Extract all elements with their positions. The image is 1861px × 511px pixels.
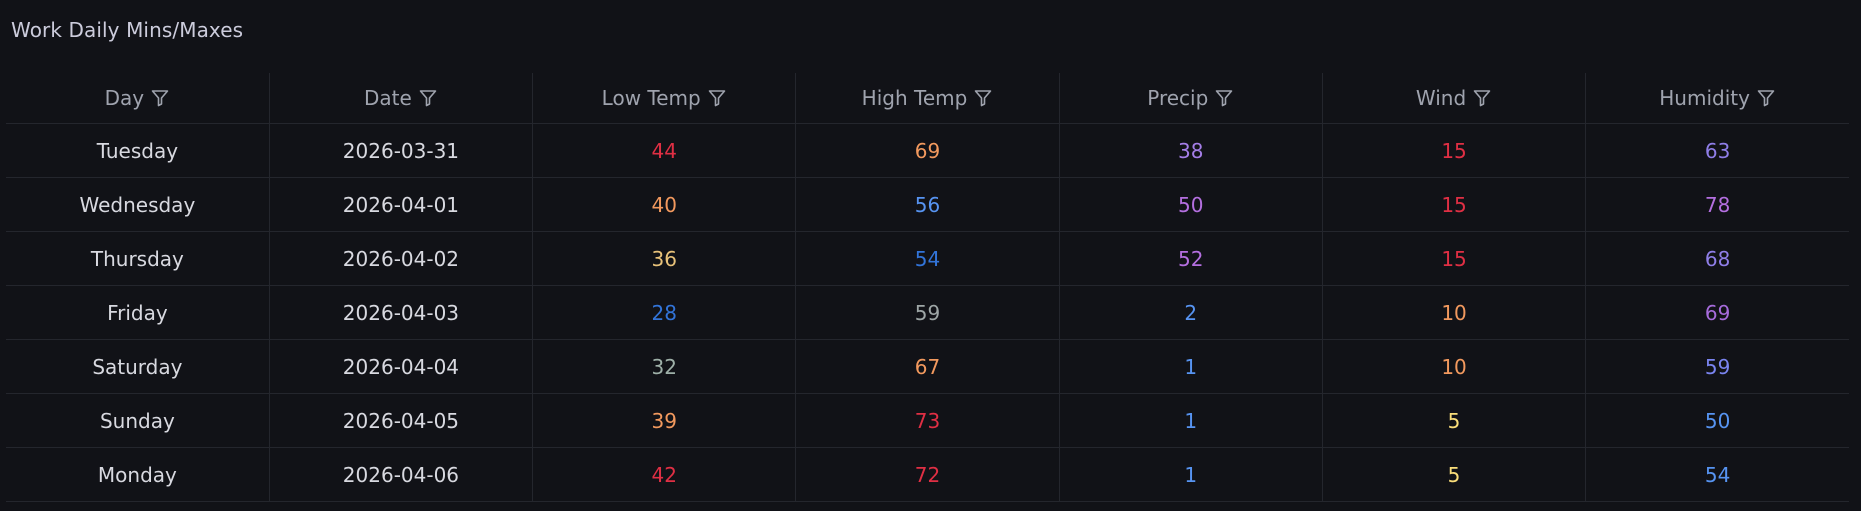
filter-icon[interactable] (973, 88, 993, 108)
cell-date: 2026-04-05 (269, 393, 534, 448)
cell-date: 2026-04-06 (269, 447, 534, 502)
cell-high-temp: 69 (795, 123, 1060, 178)
column-header-label: Wind (1415, 86, 1467, 110)
panel-title: Work Daily Mins/Maxes (11, 18, 244, 42)
table-row: Sunday 2026-04-05 39 73 1 5 50 (6, 393, 1849, 448)
cell-high-temp: 73 (795, 393, 1060, 448)
cell-wind: 15 (1322, 231, 1587, 286)
cell-day: Thursday (6, 231, 270, 286)
cell-day: Sunday (6, 393, 270, 448)
cell-humidity: 63 (1585, 123, 1849, 178)
column-header-label: Date (364, 86, 412, 110)
cell-wind: 15 (1322, 123, 1587, 178)
column-header-label: Day (104, 86, 145, 110)
cell-day: Friday (6, 285, 270, 340)
cell-high-temp: 54 (795, 231, 1060, 286)
cell-high-temp: 56 (795, 177, 1060, 232)
cell-precip: 52 (1059, 231, 1323, 286)
cell-high-temp: 72 (795, 447, 1060, 502)
cell-wind: 15 (1322, 177, 1587, 232)
cell-high-temp: 59 (795, 285, 1060, 340)
filter-icon[interactable] (1214, 88, 1234, 108)
cell-low-temp: 44 (532, 123, 797, 178)
column-header-label: Humidity (1659, 86, 1750, 110)
filter-icon[interactable] (1756, 88, 1776, 108)
column-header-low-temp[interactable]: Low Temp (532, 73, 797, 124)
cell-date: 2026-04-03 (269, 285, 534, 340)
table-row: Tuesday 2026-03-31 44 69 38 15 63 (6, 123, 1849, 178)
cell-low-temp: 42 (532, 447, 797, 502)
cell-date: 2026-04-01 (269, 177, 534, 232)
cell-date: 2026-03-31 (269, 123, 534, 178)
column-header-date[interactable]: Date (269, 73, 534, 124)
cell-date: 2026-04-04 (269, 339, 534, 394)
cell-precip: 1 (1059, 339, 1323, 394)
cell-low-temp: 40 (532, 177, 797, 232)
cell-low-temp: 32 (532, 339, 797, 394)
cell-precip: 1 (1059, 447, 1323, 502)
table-header: Day Date Low T (6, 73, 1849, 124)
table-row: Thursday 2026-04-02 36 54 52 15 68 (6, 231, 1849, 286)
cell-precip: 50 (1059, 177, 1323, 232)
table-row: Wednesday 2026-04-01 40 56 50 15 78 (6, 177, 1849, 232)
cell-day: Monday (6, 447, 270, 502)
cell-high-temp: 67 (795, 339, 1060, 394)
cell-precip: 2 (1059, 285, 1323, 340)
column-header-label: Low Temp (601, 86, 701, 110)
cell-humidity: 78 (1585, 177, 1849, 232)
table-body: Tuesday 2026-03-31 44 69 38 15 63 Wednes… (6, 123, 1849, 502)
table-row: Friday 2026-04-03 28 59 2 10 69 (6, 285, 1849, 340)
cell-day: Tuesday (6, 123, 270, 178)
filter-icon[interactable] (1472, 88, 1492, 108)
cell-low-temp: 28 (532, 285, 797, 340)
cell-day: Wednesday (6, 177, 270, 232)
column-header-label: Precip (1147, 86, 1209, 110)
column-header-precip[interactable]: Precip (1059, 73, 1323, 124)
cell-humidity: 59 (1585, 339, 1849, 394)
cell-day: Saturday (6, 339, 270, 394)
column-header-label: High Temp (861, 86, 968, 110)
cell-precip: 1 (1059, 393, 1323, 448)
filter-icon[interactable] (707, 88, 727, 108)
column-header-humidity[interactable]: Humidity (1585, 73, 1849, 124)
header-row: Day Date Low T (6, 73, 1849, 124)
column-header-wind[interactable]: Wind (1322, 73, 1587, 124)
filter-icon[interactable] (418, 88, 438, 108)
cell-low-temp: 36 (532, 231, 797, 286)
cell-humidity: 68 (1585, 231, 1849, 286)
table-row: Saturday 2026-04-04 32 67 1 10 59 (6, 339, 1849, 394)
table-row: Monday 2026-04-06 42 72 1 5 54 (6, 447, 1849, 502)
cell-precip: 38 (1059, 123, 1323, 178)
cell-wind: 10 (1322, 339, 1587, 394)
cell-humidity: 50 (1585, 393, 1849, 448)
weather-table: Day Date Low T (6, 73, 1849, 502)
cell-wind: 10 (1322, 285, 1587, 340)
cell-low-temp: 39 (532, 393, 797, 448)
filter-icon[interactable] (150, 88, 170, 108)
column-header-high-temp[interactable]: High Temp (795, 73, 1060, 124)
column-header-day[interactable]: Day (6, 73, 270, 124)
cell-date: 2026-04-02 (269, 231, 534, 286)
cell-humidity: 54 (1585, 447, 1849, 502)
cell-wind: 5 (1322, 447, 1587, 502)
cell-humidity: 69 (1585, 285, 1849, 340)
cell-wind: 5 (1322, 393, 1587, 448)
